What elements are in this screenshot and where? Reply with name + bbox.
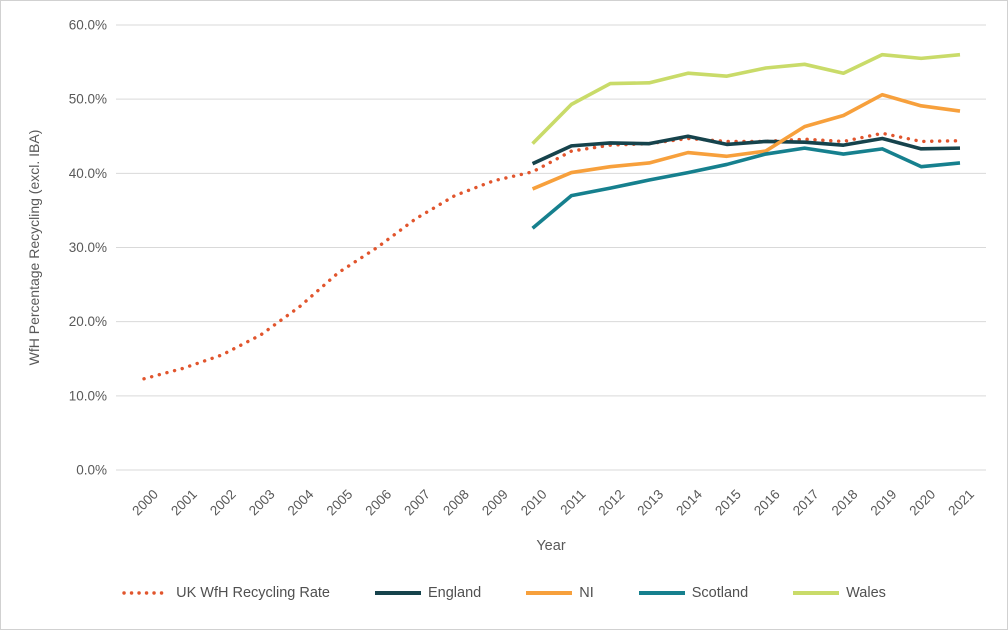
legend-item-scotland: Scotland xyxy=(638,585,748,601)
series-line-ni xyxy=(531,92,961,191)
legend-swatch-england-icon xyxy=(375,591,421,595)
legend-label-uk-wfh-recycling-rate: UK WfH Recycling Rate xyxy=(176,585,330,601)
chart-legend: UK WfH Recycling Rate England NI Scotland Wa… xyxy=(1,585,1007,601)
y-tick-label: 60.0% xyxy=(69,18,107,33)
legend-swatch-ni-icon xyxy=(526,591,573,595)
legend-label-ni: NI xyxy=(579,585,594,601)
x-tick-label: 2014 xyxy=(673,486,705,518)
legend-swatch-scotland-icon xyxy=(638,591,685,595)
x-tick-label: 2003 xyxy=(246,487,278,519)
x-tick-label: 2020 xyxy=(906,487,938,519)
series-line-scotland xyxy=(531,146,961,230)
y-axis-title: WfH Percentage Recycling (excl. IBA) xyxy=(26,130,42,366)
x-tick-label: 2017 xyxy=(790,487,822,519)
x-tick-label: 2002 xyxy=(207,487,239,519)
x-tick-label: 2011 xyxy=(557,487,588,518)
y-tick-label: 40.0% xyxy=(69,166,107,181)
line-chart: 0.0%10.0%20.0%30.0%40.0%50.0%60.0%2000 20… xyxy=(26,18,986,554)
x-tick-label: 2012 xyxy=(596,487,628,519)
legend-swatch-wales-icon xyxy=(793,591,840,595)
x-axis-title: Year xyxy=(536,538,565,554)
y-tick-label: 10.0% xyxy=(69,388,107,403)
series-line-uk-wfh-recycling-rate xyxy=(142,131,962,381)
legend-item-england: England xyxy=(374,585,481,601)
x-tick-label: 2006 xyxy=(362,487,394,519)
x-tick-label: 2010 xyxy=(518,487,550,519)
x-tick-label: 2008 xyxy=(440,487,472,519)
x-tick-label: 2005 xyxy=(324,487,356,519)
y-tick-label: 0.0% xyxy=(76,463,107,478)
series-line-england xyxy=(531,134,961,166)
y-tick-label: 20.0% xyxy=(69,314,107,329)
x-tick-label: 2009 xyxy=(479,487,511,519)
y-tick-label: 50.0% xyxy=(69,92,107,107)
legend-label-wales: Wales xyxy=(846,585,886,601)
x-tick-label: 2001 xyxy=(168,487,200,519)
x-tick-label: 2007 xyxy=(401,487,433,519)
x-tick-label: 2016 xyxy=(751,487,783,519)
y-tick-label: 30.0% xyxy=(69,240,107,255)
legend-label-england: England xyxy=(428,585,482,601)
legend-item-ni: NI xyxy=(525,585,594,601)
x-tick-label: 2018 xyxy=(829,487,861,519)
legend-item-wales: Wales xyxy=(792,585,886,601)
x-tick-label: 2004 xyxy=(285,486,317,518)
x-tick-label: 2019 xyxy=(868,487,900,519)
x-tick-label: 2015 xyxy=(712,487,744,519)
x-tick-label: 2021 xyxy=(945,487,977,519)
legend-label-scotland: Scotland xyxy=(691,585,749,601)
series-line-wales xyxy=(531,52,961,145)
x-tick-label: 2000 xyxy=(129,487,161,519)
x-tick-label: 2013 xyxy=(634,487,666,519)
legend-swatch-uk-wfh-recycling-rate-icon xyxy=(122,591,170,595)
legend-item-uk-wfh-recycling-rate: UK WfH Recycling Rate xyxy=(122,585,330,601)
